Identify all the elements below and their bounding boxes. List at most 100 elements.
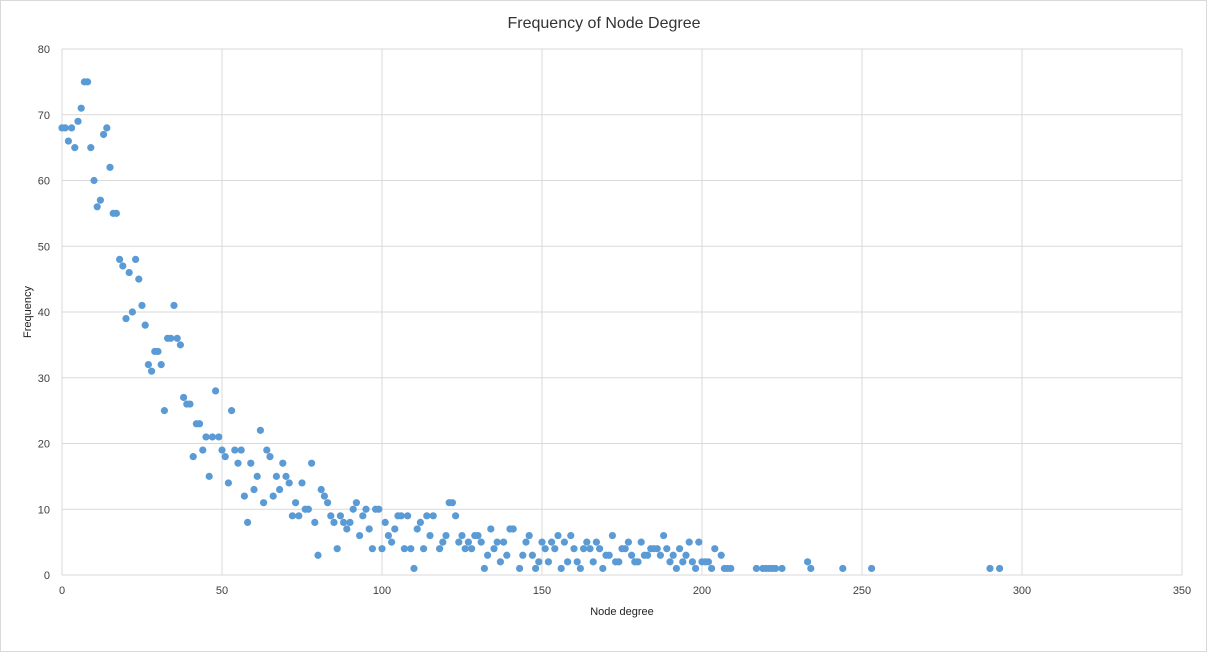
data-point — [218, 446, 226, 454]
data-point — [103, 124, 111, 132]
data-point — [413, 525, 421, 533]
data-point — [586, 545, 594, 553]
data-point — [196, 420, 204, 428]
data-point — [77, 104, 85, 112]
x-tick-label: 300 — [1013, 585, 1031, 597]
data-point — [608, 531, 617, 540]
data-point — [439, 538, 447, 546]
data-point — [528, 551, 537, 559]
gridlines — [61, 48, 1183, 576]
data-point — [455, 538, 463, 546]
data-point — [663, 545, 671, 553]
data-point — [368, 545, 376, 553]
y-tick-label: 20 — [38, 439, 50, 451]
data-point — [61, 124, 69, 132]
data-point — [711, 545, 719, 553]
x-tick-label: 100 — [373, 585, 391, 597]
data-point — [186, 400, 194, 408]
data-point — [132, 255, 140, 263]
data-point — [468, 545, 476, 553]
data-point — [343, 525, 351, 533]
data-point — [212, 387, 220, 395]
data-point — [266, 453, 274, 461]
data-point — [157, 361, 165, 369]
data-point — [410, 564, 418, 573]
x-axis-ticks: 0 50 100 150 200 250 300 350 — [59, 585, 1191, 597]
data-point — [660, 531, 668, 540]
data-point — [996, 564, 1004, 573]
data-point — [464, 538, 472, 546]
data-point — [538, 538, 546, 546]
data-point — [384, 531, 392, 540]
data-point — [644, 551, 652, 559]
data-point — [167, 334, 175, 342]
data-point — [228, 407, 236, 415]
data-point — [330, 518, 338, 527]
data-point — [135, 275, 143, 283]
data-point — [727, 564, 735, 573]
data-point — [279, 459, 287, 467]
data-point — [624, 538, 633, 546]
x-tick-label: 50 — [216, 585, 228, 597]
data-point — [292, 499, 300, 507]
data-point — [426, 531, 434, 540]
data-point — [503, 551, 511, 559]
data-point — [202, 433, 210, 441]
data-point — [986, 564, 994, 573]
data-point — [496, 558, 504, 566]
data-point — [442, 531, 450, 540]
data-point — [106, 163, 114, 171]
data-point — [868, 564, 876, 573]
data-point — [580, 545, 588, 553]
data-point — [96, 196, 104, 204]
data-point — [493, 538, 501, 546]
data-point — [778, 564, 786, 573]
data-point — [474, 531, 482, 540]
data-point — [244, 518, 252, 527]
data-point — [84, 78, 92, 86]
data-point — [541, 545, 549, 553]
data-point — [388, 538, 396, 546]
data-point — [692, 564, 700, 573]
data-point — [269, 492, 277, 500]
data-point — [356, 531, 364, 540]
data-point — [272, 472, 280, 480]
data-point — [599, 564, 607, 573]
data-point — [557, 564, 565, 573]
data-point — [173, 334, 181, 342]
data-point — [391, 525, 399, 533]
data-point — [839, 564, 847, 573]
data-point — [125, 268, 133, 277]
y-tick-label: 80 — [38, 44, 50, 56]
data-point — [375, 505, 383, 513]
data-point — [772, 564, 780, 573]
data-point — [519, 551, 527, 559]
data-point — [359, 512, 367, 520]
y-axis-label: Frequency — [22, 286, 34, 338]
data-point — [653, 545, 661, 553]
data-point — [516, 564, 524, 573]
data-point — [100, 130, 108, 139]
data-point — [567, 531, 575, 540]
data-point — [68, 124, 76, 132]
data-point — [487, 525, 495, 533]
data-point — [160, 407, 168, 415]
data-point — [676, 545, 684, 553]
y-axis-ticks: 0 10 20 30 40 50 60 70 80 — [38, 44, 50, 582]
data-point — [231, 446, 239, 454]
data-point — [634, 558, 642, 566]
data-point — [298, 479, 306, 487]
data-point — [381, 518, 389, 527]
data-point — [288, 512, 296, 520]
data-point — [234, 459, 242, 467]
data-point — [320, 492, 328, 500]
data-point — [548, 538, 556, 546]
data-point — [304, 505, 312, 513]
data-point — [400, 545, 408, 553]
data-point — [141, 321, 149, 329]
data-point — [404, 512, 412, 520]
data-point — [263, 446, 271, 454]
data-point — [314, 551, 322, 559]
